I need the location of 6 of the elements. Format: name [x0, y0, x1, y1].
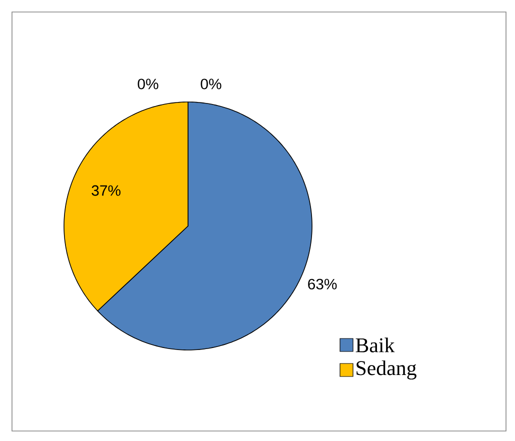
legend-label: Sedang — [356, 360, 416, 380]
text: 0% — [138, 78, 158, 90]
data-label: 37% — [92, 185, 120, 196]
data-label: 63% — [308, 278, 337, 290]
text: 0% — [200, 78, 222, 90]
legend-label: Baik — [356, 338, 395, 352]
